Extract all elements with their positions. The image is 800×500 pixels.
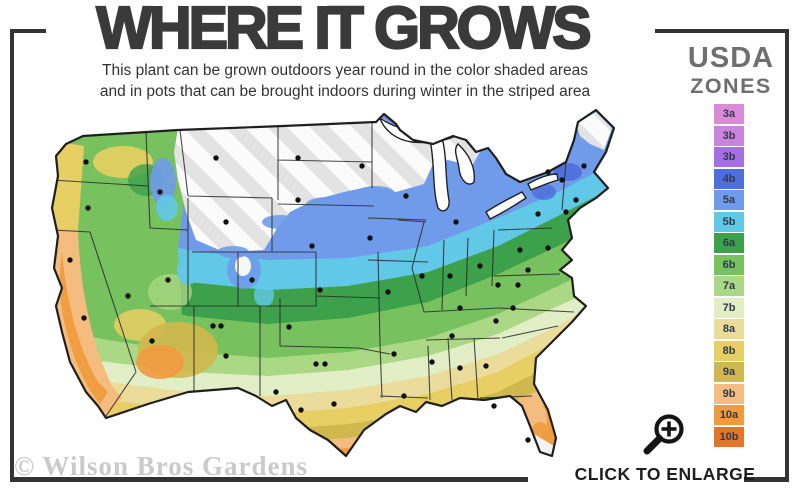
map-dot xyxy=(581,163,587,169)
legend-zone-chip-5b: 5b xyxy=(714,211,744,232)
map-dot xyxy=(493,318,499,324)
frame-top-right xyxy=(655,29,789,33)
map-dot xyxy=(85,205,91,211)
map-dot xyxy=(545,169,551,175)
map-dot xyxy=(457,305,463,311)
legend-zone-chip-3b: 3b xyxy=(714,125,744,146)
magnifier-plus-icon[interactable] xyxy=(639,408,691,460)
map-dot xyxy=(403,193,409,199)
city-dots xyxy=(67,155,587,443)
legend-title-usda: USDA xyxy=(687,42,775,74)
watermark: © Wilson Bros Gardens xyxy=(14,451,308,481)
frame-top-left xyxy=(10,29,46,33)
legend-zone-chip-8a: 8a xyxy=(714,319,744,339)
map-dot xyxy=(157,189,163,195)
map-dot xyxy=(419,273,425,279)
lake-ontario xyxy=(527,173,559,191)
lake-huron xyxy=(454,142,476,185)
subtitle-line-2: and in pots that can be brought indoors … xyxy=(99,83,591,100)
striped-region-maine xyxy=(576,112,612,150)
map-dot xyxy=(477,263,483,269)
map-dot xyxy=(298,407,304,413)
map-dot xyxy=(447,273,453,279)
legend-zone-chip-9a: 9a xyxy=(714,362,744,382)
map-dot xyxy=(165,277,171,283)
map-dot xyxy=(67,257,73,263)
map-dot xyxy=(317,287,323,293)
lake-erie xyxy=(485,191,527,220)
legend-zone-chip-9b: 9b xyxy=(714,383,744,404)
map-dot xyxy=(367,235,373,241)
legend-zone-chip-7a: 7a xyxy=(714,276,744,296)
striped-region xyxy=(174,114,480,252)
page-title: WHERE IT GROWS xyxy=(95,0,592,62)
map-dot xyxy=(429,359,435,365)
map-dot xyxy=(525,437,531,443)
legend-title: USDA ZONES xyxy=(674,44,788,98)
frame-bottom-right xyxy=(744,477,789,482)
frame-right xyxy=(785,29,789,482)
map-dot xyxy=(401,393,407,399)
map-dot xyxy=(457,365,463,371)
legend-zone-chip-3b: 3b xyxy=(714,147,744,167)
map-dot xyxy=(249,277,255,283)
map-dot xyxy=(525,267,531,273)
map-dot xyxy=(295,197,301,203)
map-dot xyxy=(515,282,521,288)
map-dot xyxy=(218,323,224,329)
legend-zone-chip-5a: 5a xyxy=(714,190,744,210)
map-dot xyxy=(313,361,319,367)
map-dot xyxy=(223,353,229,359)
usda-zone-map[interactable] xyxy=(28,100,668,472)
map-dot xyxy=(510,305,516,311)
legend-zone-chip-4b: 4b xyxy=(714,168,744,189)
map-dot xyxy=(309,243,315,249)
map-dot xyxy=(322,361,328,367)
frame-left xyxy=(10,29,14,482)
map-dot xyxy=(286,324,292,330)
map-dot xyxy=(149,338,155,344)
map-dot xyxy=(391,351,397,357)
map-dot xyxy=(273,389,279,395)
state-borders xyxy=(52,122,575,417)
frame-bottom-left xyxy=(10,477,528,482)
map-dot xyxy=(449,333,455,339)
map-dot xyxy=(359,163,365,169)
legend-zone-chip-10a: 10a xyxy=(714,405,744,425)
map-dot xyxy=(385,289,391,295)
map-dot xyxy=(81,315,87,321)
legend-zone-chip-8b: 8b xyxy=(714,340,744,361)
us-outline xyxy=(50,108,616,458)
map-dot xyxy=(483,363,489,369)
map-dot xyxy=(83,159,89,165)
legend-zone-chip-3a: 3a xyxy=(714,104,744,124)
map-dot xyxy=(517,247,523,253)
legend-zone-chip-6b: 6b xyxy=(714,254,744,275)
map-dot xyxy=(210,323,216,329)
click-to-enlarge-label[interactable]: CLICK TO ENLARGE xyxy=(574,464,756,484)
map-dot xyxy=(545,245,551,251)
map-dot xyxy=(331,401,337,407)
map-dot xyxy=(495,282,501,288)
legend-zone-chip-7b: 7b xyxy=(714,297,744,318)
subtitle: This plant can be grown outdoors year ro… xyxy=(30,60,660,102)
map-dot xyxy=(223,219,229,225)
map-dot xyxy=(491,403,497,409)
map-dot xyxy=(213,155,219,161)
map-dot xyxy=(125,293,131,299)
legend-zone-chip-6a: 6a xyxy=(714,233,744,253)
usda-zones-legend: 3a 3b 3b 4b 5a 5b 6a 6b 7a 7b 8a 8b 9a 9b 10a 10b xyxy=(714,104,744,448)
map-dot xyxy=(559,177,565,183)
legend-title-zones: ZONES xyxy=(690,74,772,98)
click-to-enlarge[interactable]: CLICK TO ENLARGE xyxy=(540,408,790,485)
map-dot xyxy=(453,219,459,225)
map-dot xyxy=(563,209,569,215)
map-dot xyxy=(535,211,541,217)
map-dot xyxy=(573,197,579,203)
subtitle-line-1: This plant can be grown outdoors year ro… xyxy=(102,62,588,79)
legend-zone-chip-10b: 10b xyxy=(714,426,744,447)
map-dot xyxy=(295,155,301,161)
